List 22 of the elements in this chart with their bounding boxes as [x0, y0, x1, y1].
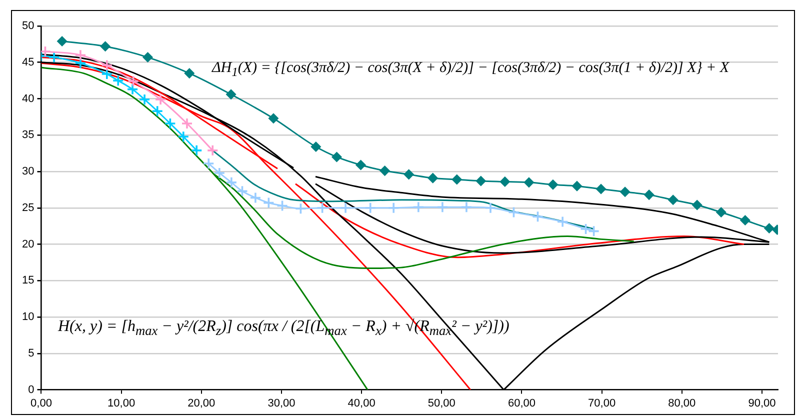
y-tick-label: 50: [22, 20, 34, 32]
x-tick-label: 60,00: [508, 397, 536, 410]
y-tick-label: 25: [22, 202, 34, 214]
x-tick-label: 90,00: [748, 397, 776, 410]
y-tick-label: 35: [22, 129, 34, 142]
y-tick-label: 45: [22, 56, 34, 68]
x-tick-label: 50,00: [428, 397, 456, 410]
y-tick-label: 0: [28, 384, 34, 396]
y-tick-label: 30: [22, 166, 34, 178]
y-tick-label: 10: [22, 311, 34, 324]
y-tick-label: 20: [22, 238, 34, 250]
x-tick-label: 20,00: [188, 397, 216, 410]
x-tick-label: 30,00: [268, 397, 296, 410]
y-tick-label: 40: [22, 92, 34, 105]
y-tick-label: 5: [28, 347, 34, 360]
y-tick-label: 15: [22, 274, 34, 287]
annotation: ΔH$_{1}$(X) = {[cos(3πδ/2) − cos(3π(X + δ)/2)] − [cos(3πδ/2) − cos(3π(1 + δ)/2)] X} + X: [212, 60, 730, 80]
x-tick-label: 10,00: [108, 397, 136, 410]
x-tick-label: 70,00: [588, 397, 616, 410]
x-tick-label: 0,00: [30, 397, 52, 410]
x-tick-label: 80,00: [668, 397, 696, 410]
x-tick-label: 40,00: [348, 397, 376, 410]
